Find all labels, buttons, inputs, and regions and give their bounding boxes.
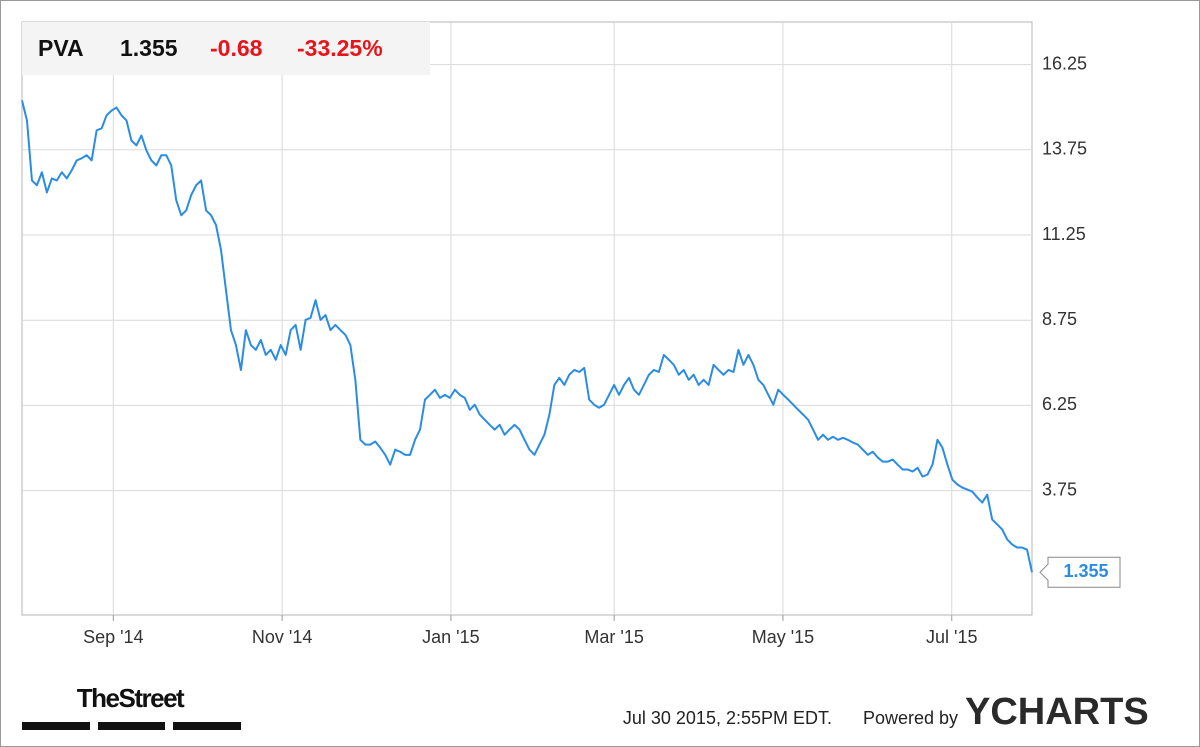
price: 1.355 [120, 35, 178, 61]
timestamp: Jul 30 2015, 2:55PM EDT. [623, 708, 832, 728]
price-line [21, 100, 1033, 573]
logo-bar [22, 722, 90, 730]
change: -0.68 [210, 35, 263, 61]
header-box [22, 22, 430, 75]
y-tick-label: 13.75 [1042, 139, 1087, 159]
change-percent: -33.25% [297, 35, 383, 61]
y-tick-label: 6.25 [1042, 394, 1077, 414]
x-tick-label: Jul '15 [926, 627, 977, 647]
logo: TheStreet [77, 683, 185, 713]
x-tick-label: May '15 [752, 627, 814, 647]
last-value-tag [1039, 556, 1121, 588]
brand: YCHARTS [965, 691, 1149, 733]
y-tick-label: 3.75 [1042, 479, 1077, 499]
x-tick-label: Nov '14 [252, 627, 312, 647]
x-tick-label: Jan '15 [422, 627, 479, 647]
x-tick-label: Sep '14 [83, 627, 144, 647]
plot-area [21, 21, 1033, 616]
powered-by: Powered by [863, 708, 958, 728]
logo-bar [98, 722, 165, 730]
x-tick-label: Mar '15 [584, 627, 643, 647]
symbol: PVA [38, 35, 84, 61]
last-value-label: 1.355 [1063, 561, 1108, 581]
y-tick-label: 8.75 [1042, 309, 1077, 329]
logo-bar [173, 722, 241, 730]
y-tick-label: 16.25 [1042, 53, 1087, 73]
y-tick-label: 11.25 [1042, 224, 1086, 244]
